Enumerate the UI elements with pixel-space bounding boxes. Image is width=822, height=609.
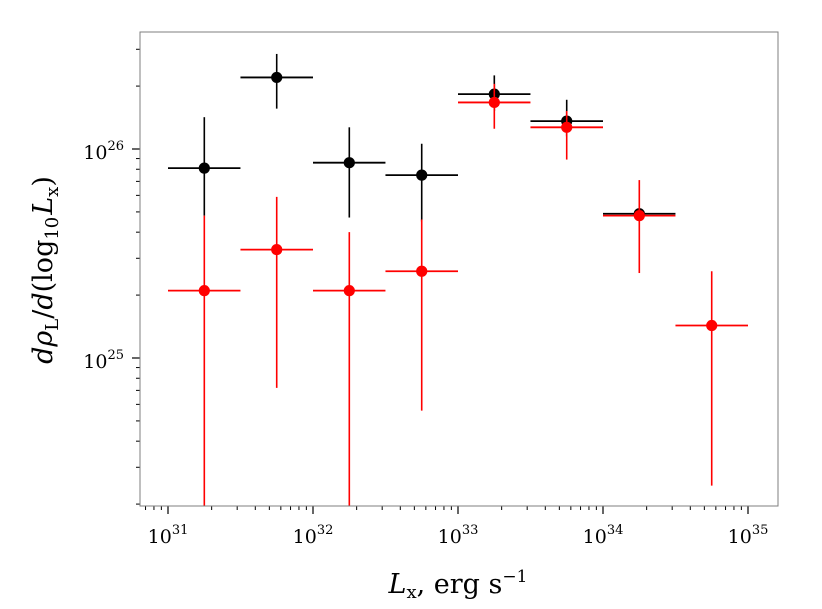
black-point-0 bbox=[198, 162, 210, 174]
x-tick-label-1e31: 1031 bbox=[148, 523, 189, 548]
red-point-2 bbox=[343, 285, 355, 297]
series-red bbox=[168, 83, 748, 506]
red-point-3 bbox=[416, 265, 428, 277]
plot-frame bbox=[139, 31, 779, 507]
major-ticks bbox=[132, 148, 749, 514]
y-axis-title: dρL/d(log10Lx) bbox=[28, 176, 63, 364]
red-point-6 bbox=[633, 210, 645, 222]
y-tick-label-1e25: 1025 bbox=[83, 348, 124, 373]
red-point-7 bbox=[706, 319, 718, 332]
x-tick-label-1e33: 1033 bbox=[438, 523, 479, 548]
minor-ticks bbox=[136, 48, 742, 510]
red-point-4 bbox=[488, 96, 500, 109]
x-tick-label-1e32: 1032 bbox=[293, 523, 334, 548]
data-marks bbox=[168, 53, 748, 506]
x-tick-label-1e35: 1035 bbox=[728, 523, 769, 548]
black-point-3 bbox=[416, 169, 428, 181]
black-point-1 bbox=[271, 71, 283, 84]
x-axis-title: Lx, erg s−1 bbox=[388, 567, 528, 603]
black-point-2 bbox=[343, 157, 355, 169]
plot-background bbox=[140, 32, 778, 506]
red-point-1 bbox=[271, 244, 283, 256]
red-point-5 bbox=[561, 121, 573, 133]
y-tick-label-1e26: 1026 bbox=[83, 139, 124, 164]
x-tick-label-1e34: 1034 bbox=[583, 523, 624, 548]
red-point-0 bbox=[198, 285, 210, 297]
